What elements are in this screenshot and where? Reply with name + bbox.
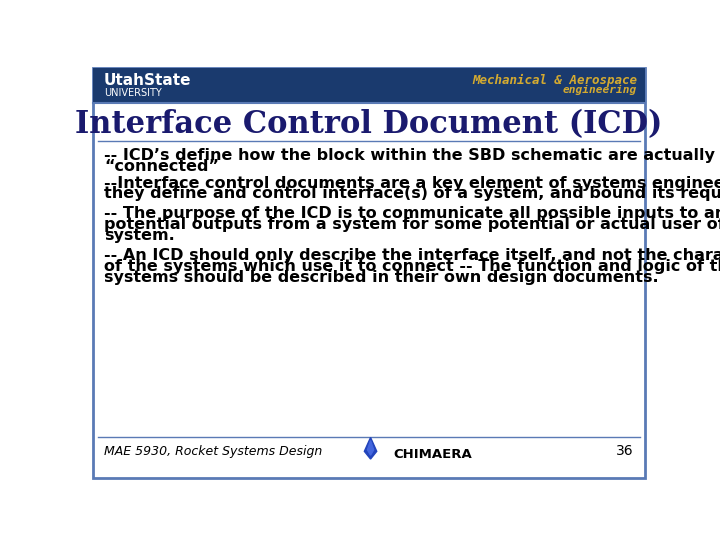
FancyBboxPatch shape xyxy=(93,68,645,477)
Text: Interface Control Document (ICD): Interface Control Document (ICD) xyxy=(76,110,662,140)
Text: MAE 5930, Rocket Systems Design: MAE 5930, Rocket Systems Design xyxy=(104,445,323,458)
Text: -- The purpose of the ICD is to communicate all possible inputs to and all: -- The purpose of the ICD is to communic… xyxy=(104,206,720,221)
Text: UtahState: UtahState xyxy=(104,73,192,89)
Polygon shape xyxy=(367,441,374,455)
Text: of the systems which use it to connect -- The function and logic of those: of the systems which use it to connect -… xyxy=(104,259,720,274)
Text: CHIMAERA: CHIMAERA xyxy=(394,448,472,461)
Text: -- ICD’s define how the block within the SBD schematic are actually: -- ICD’s define how the block within the… xyxy=(104,148,715,163)
Text: 36: 36 xyxy=(616,444,634,458)
Text: systems should be described in their own design documents.: systems should be described in their own… xyxy=(104,269,659,285)
Text: system.: system. xyxy=(104,228,175,243)
Text: UNIVERSITY: UNIVERSITY xyxy=(104,87,162,98)
Text: -- An ICD should only describe the interface itself, and not the characteristics: -- An ICD should only describe the inter… xyxy=(104,248,720,263)
Text: potential outputs from a system for some potential or actual user of the: potential outputs from a system for some… xyxy=(104,217,720,232)
Text: Mechanical & Aerospace: Mechanical & Aerospace xyxy=(472,73,637,87)
Text: they define and control interface(s) of a system, and bound its requirements.: they define and control interface(s) of … xyxy=(104,186,720,201)
Text: --Interface control documents are a key element of systems engineering as: --Interface control documents are a key … xyxy=(104,176,720,191)
Polygon shape xyxy=(364,437,377,459)
Text: engineering: engineering xyxy=(563,85,637,95)
Text: “connected”: “connected” xyxy=(104,159,219,174)
Bar xyxy=(93,68,645,103)
